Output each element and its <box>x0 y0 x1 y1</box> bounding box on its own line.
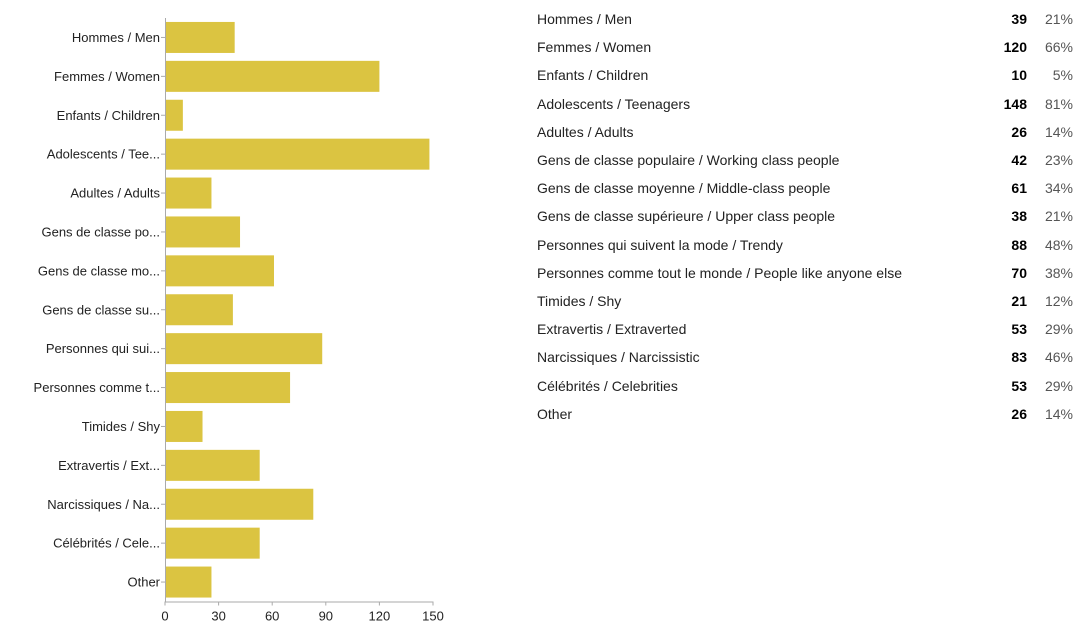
category-label: Gens de classe su... <box>42 302 160 317</box>
summary-label: Gens de classe supérieure / Upper class … <box>537 208 836 225</box>
summary-count: 53 <box>1011 377 1027 394</box>
bar-chart: Hommes / Men Femmes / Women Enfants / Chil… <box>34 18 444 623</box>
category-label: Hommes / Men <box>72 30 160 45</box>
summary-label: Hommes / Men <box>537 11 632 28</box>
bar <box>165 333 323 365</box>
bar <box>165 177 212 209</box>
summary-row: Femmes / Women 120 66% <box>537 33 1073 61</box>
summary-label: Other <box>537 405 573 422</box>
summary-percent: 5% <box>1052 67 1073 84</box>
category-label: Personnes qui sui... <box>46 341 160 356</box>
x-tick-label: 120 <box>369 609 391 623</box>
bar <box>165 99 183 131</box>
summary-count: 120 <box>1003 39 1027 56</box>
category-label: Gens de classe po... <box>41 224 160 239</box>
bar <box>165 449 260 481</box>
summary-row: Hommes / Men 39 21% <box>537 5 1073 33</box>
summary-row: Timides / Shy 21 12% <box>537 287 1073 315</box>
category-label: Gens de classe mo... <box>38 263 160 278</box>
bar <box>165 60 380 92</box>
summary-label: Personnes comme tout le monde / People l… <box>537 264 902 281</box>
summary-count: 21 <box>1011 292 1027 309</box>
summary-count: 88 <box>1011 236 1027 253</box>
summary-percent: 29% <box>1044 377 1073 394</box>
summary-percent: 66% <box>1044 39 1073 56</box>
summary-percent: 14% <box>1044 405 1073 422</box>
summary-percent: 12% <box>1044 292 1073 309</box>
category-label: Narcissiques / Na... <box>47 497 160 512</box>
summary-count: 38 <box>1011 208 1027 225</box>
summary-label: Adultes / Adults <box>537 123 634 140</box>
category-label: Personnes comme t... <box>34 380 160 395</box>
summary-row: Gens de classe supérieure / Upper class … <box>537 202 1073 230</box>
summary-label: Célébrités / Celebrities <box>537 377 678 394</box>
summary-label: Extravertis / Extraverted <box>537 321 687 338</box>
x-tick-label: 0 <box>161 609 168 623</box>
summary-row: Personnes qui suivent la mode / Trendy 88… <box>537 231 1073 259</box>
summary-count: 70 <box>1011 264 1027 281</box>
summary-row: Extravertis / Extraverted 53 29% <box>537 315 1073 343</box>
summary-percent: 38% <box>1044 264 1073 281</box>
category-label: Adultes / Adults <box>70 186 160 201</box>
summary-percent: 14% <box>1044 123 1073 140</box>
category-label: Femmes / Women <box>54 69 160 84</box>
bar <box>165 216 241 248</box>
summary-percent: 21% <box>1044 11 1073 28</box>
summary-count: 148 <box>1003 95 1027 112</box>
summary-label: Adolescents / Teenagers <box>537 95 691 112</box>
summary-count: 10 <box>1011 67 1027 84</box>
summary-percent: 21% <box>1044 208 1073 225</box>
summary-count: 61 <box>1011 180 1027 197</box>
summary-count: 26 <box>1011 405 1027 422</box>
summary-table: Hommes / Men 39 21% Femmes / Women 120 66% Enf… <box>537 5 1073 428</box>
x-tick-label: 30 <box>211 609 225 623</box>
summary-row: Adolescents / Teenagers 148 81% <box>537 90 1073 118</box>
category-label: Célébrités / Cele... <box>53 536 160 551</box>
summary-percent: 29% <box>1044 321 1073 338</box>
category-label: Other <box>127 575 160 590</box>
summary-label: Gens de classe moyenne / Middle-class pe… <box>537 180 831 197</box>
summary-row: Célébrités / Celebrities 53 29% <box>537 371 1073 399</box>
category-label: Extravertis / Ext... <box>58 458 160 473</box>
bar <box>165 372 291 404</box>
category-label: Adolescents / Tee... <box>47 147 160 162</box>
bar <box>165 294 233 326</box>
summary-row: Gens de classe populaire / Working class… <box>537 146 1073 174</box>
bar <box>165 488 314 520</box>
bar <box>165 255 274 287</box>
summary-label: Timides / Shy <box>537 292 622 309</box>
summary-label: Narcissiques / Narcissistic <box>537 349 700 366</box>
bar <box>165 138 430 170</box>
summary-count: 53 <box>1011 321 1027 338</box>
category-label: Timides / Shy <box>82 419 161 434</box>
bar <box>165 527 260 559</box>
summary-count: 39 <box>1011 11 1027 28</box>
x-tick-label: 150 <box>422 609 444 623</box>
summary-percent: 48% <box>1044 236 1073 253</box>
summary-percent: 81% <box>1044 95 1073 112</box>
summary-row: Gens de classe moyenne / Middle-class pe… <box>537 174 1073 202</box>
summary-percent: 46% <box>1044 349 1073 366</box>
bar <box>165 21 235 53</box>
bar <box>165 410 203 442</box>
summary-row: Personnes comme tout le monde / People l… <box>537 259 1073 287</box>
x-tick-label: 90 <box>319 609 333 623</box>
summary-label: Gens de classe populaire / Working class… <box>537 152 840 169</box>
summary-count: 83 <box>1011 349 1027 366</box>
summary-label: Personnes qui suivent la mode / Trendy <box>537 236 783 253</box>
category-label: Enfants / Children <box>57 108 160 123</box>
summary-count: 42 <box>1011 152 1027 169</box>
bar <box>165 566 212 598</box>
summary-percent: 34% <box>1044 180 1073 197</box>
x-tick-label: 60 <box>265 609 279 623</box>
summary-row: Enfants / Children 10 5% <box>537 61 1073 89</box>
summary-label: Enfants / Children <box>537 67 649 84</box>
summary-percent: 23% <box>1044 152 1073 169</box>
summary-row: Narcissiques / Narcissistic 83 46% <box>537 343 1073 371</box>
summary-count: 26 <box>1011 123 1027 140</box>
summary-label: Femmes / Women <box>537 39 652 56</box>
summary-row: Adultes / Adults 26 14% <box>537 118 1073 146</box>
summary-row: Other 26 14% <box>537 400 1073 428</box>
